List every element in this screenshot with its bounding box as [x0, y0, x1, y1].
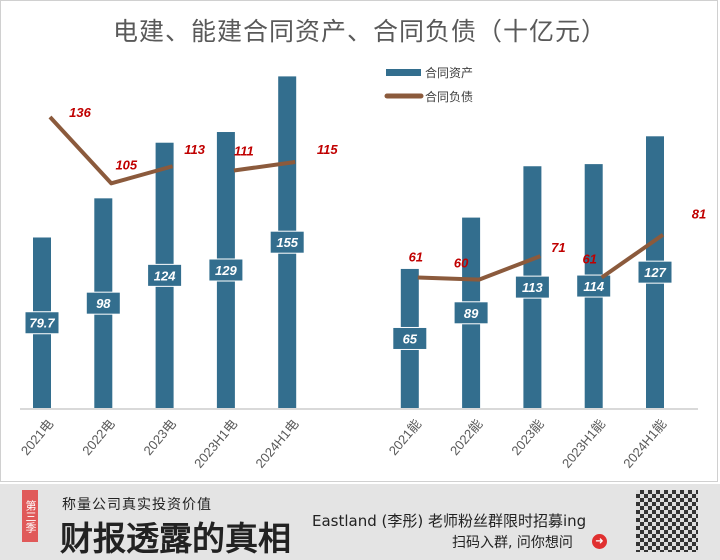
bar-value-label: 65	[403, 331, 418, 346]
bar-value-label: 129	[215, 263, 237, 278]
legend-label: 合同资产	[425, 65, 473, 80]
bar-label-box	[24, 311, 60, 335]
chart-title: 电建、能建合同资产、合同负债（十亿元）	[112, 17, 607, 46]
line-segment	[48, 115, 174, 186]
bar-value-label: 79.7	[29, 316, 55, 331]
legend-label: 合同负债	[425, 89, 473, 104]
x-tick-label: 2021能	[386, 416, 424, 458]
bar-label-box	[392, 326, 428, 350]
bar-value-label: 114	[583, 279, 604, 294]
x-tick-label: 2023电	[140, 416, 178, 458]
line-value-label: 136	[69, 105, 91, 120]
banner-promo: Eastland (李彤) 老师粉丝群限时招募ing	[312, 512, 587, 530]
bar-label-box	[576, 274, 612, 298]
qr-code[interactable]	[636, 490, 698, 552]
promo-banner[interactable]: 第三季 称量公司真实投资价值 财报透露的真相 Eastland (李彤) 老师粉…	[0, 484, 720, 560]
bar-label-box	[269, 230, 305, 254]
x-tick-label: 2024H1能	[620, 416, 669, 470]
bar-value-label: 155	[276, 235, 298, 250]
banner-headline: 财报透露的真相	[60, 519, 291, 558]
chart: 79.7 2021电 98 2022电 124 2023电 129 2023H1电 155 202…	[18, 65, 706, 471]
bar-value-label: 98	[96, 296, 111, 311]
x-tick-label: 2022电	[79, 416, 117, 458]
x-tick-label: 2023H1电	[191, 416, 240, 470]
line-value-label: 105	[115, 157, 137, 172]
bar-label-box	[514, 275, 550, 299]
bar-value-label: 124	[154, 268, 176, 283]
line-value-label: 61	[409, 249, 423, 264]
legend-bar-swatch	[386, 69, 421, 76]
x-tick-label: 2023H1能	[559, 416, 608, 470]
banner-scan-text: 扫码入群, 问你想问	[452, 535, 573, 551]
bar-label-box	[208, 258, 244, 282]
bar-label-box	[147, 263, 183, 287]
bar-label-box	[453, 301, 489, 325]
x-tick-label: 2024H1电	[252, 416, 301, 470]
line-value-label: 111	[234, 144, 254, 159]
bar-label-box	[85, 291, 121, 315]
line-value-label: 71	[551, 240, 565, 255]
banner-subtitle: 称量公司真实投资价值	[62, 497, 212, 513]
arrow-right-icon[interactable]: ➜	[592, 534, 607, 549]
line-segment	[233, 159, 296, 173]
bar-label-box	[637, 260, 673, 284]
line-value-label: 115	[317, 142, 338, 157]
bar-value-label: 127	[644, 265, 666, 280]
line-segment	[417, 254, 542, 282]
x-tick-label: 2023能	[508, 416, 546, 458]
bar-value-label: 89	[464, 306, 479, 321]
x-tick-label: 2021电	[18, 416, 56, 458]
line-value-label: 113	[184, 142, 205, 157]
line-value-label: 81	[692, 207, 706, 222]
line-value-label: 60	[454, 256, 469, 271]
x-tick-label: 2022能	[447, 416, 485, 458]
line-value-label: 61	[582, 251, 596, 266]
line-segment	[600, 233, 665, 280]
bar-value-label: 113	[522, 280, 543, 295]
season-tag: 第三季	[22, 490, 38, 542]
